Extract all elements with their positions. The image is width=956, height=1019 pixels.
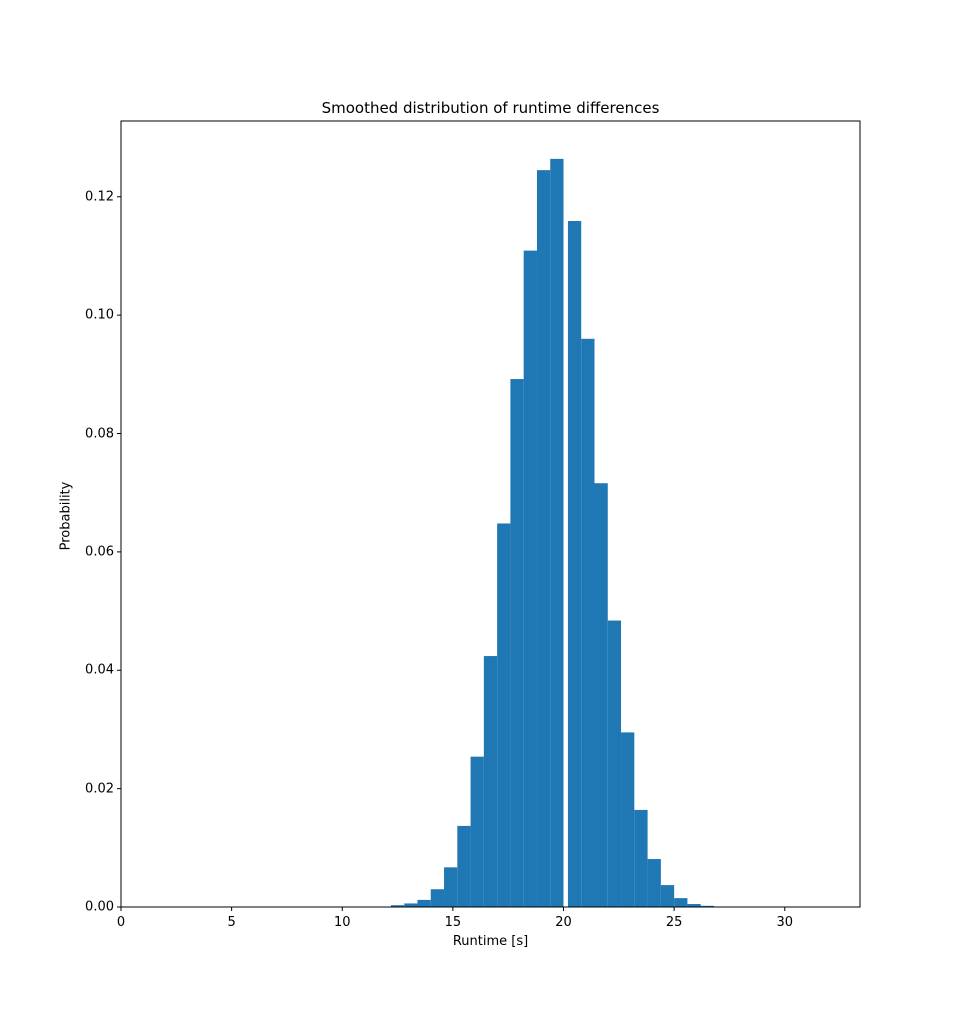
histogram-bar (430, 889, 445, 907)
histogram-bar (647, 859, 661, 907)
x-tick-label: 20 (555, 915, 572, 930)
x-axis-label: Runtime [s] (452, 934, 529, 949)
histogram-bar (581, 338, 595, 907)
axes-frame (120, 120, 861, 908)
histogram-bar (444, 867, 458, 907)
histogram-bar (621, 732, 635, 907)
x-tick-label: 10 (333, 915, 351, 930)
y-tick-label: 0.04 (85, 662, 114, 678)
x-tick-label: 0 (116, 915, 126, 930)
histogram-bar (567, 221, 582, 907)
chart-title: Smoothed distribution of runtime differe… (321, 99, 660, 117)
histogram-bar (510, 379, 524, 908)
histogram-bar (417, 899, 431, 907)
x-tick-label: 15 (444, 915, 462, 930)
x-tick-label: 30 (776, 915, 794, 930)
histogram-bar (634, 809, 648, 907)
x-tick-label: 5 (227, 915, 236, 930)
histogram-bar (550, 158, 564, 907)
histogram-bar (536, 170, 551, 907)
histogram-bar (594, 483, 608, 907)
y-tick-label: 0.00 (85, 899, 114, 915)
axis-ticks (117, 196, 786, 911)
y-axis-label: Probability (58, 481, 74, 551)
histogram-bar (700, 905, 714, 907)
y-tick-label: 0.06 (85, 544, 114, 560)
y-tick-label: 0.10 (85, 307, 114, 323)
x-tick-label: 25 (665, 915, 683, 930)
histogram-bars (390, 158, 714, 908)
histogram-bar (470, 756, 484, 907)
histogram-bar (457, 825, 471, 907)
y-tick-label: 0.02 (85, 781, 114, 797)
y-tick-label: 0.12 (85, 189, 114, 205)
y-tick-label: 0.08 (85, 426, 114, 441)
histogram-bar (674, 898, 688, 907)
histogram-bar (390, 905, 405, 907)
histogram-bar (660, 885, 675, 907)
histogram-bar (607, 620, 622, 907)
histogram-bar (687, 904, 701, 907)
histogram-bar (523, 250, 537, 908)
histogram-bar (497, 523, 511, 907)
histogram-bar (483, 656, 498, 907)
histogram-bar (404, 903, 418, 907)
